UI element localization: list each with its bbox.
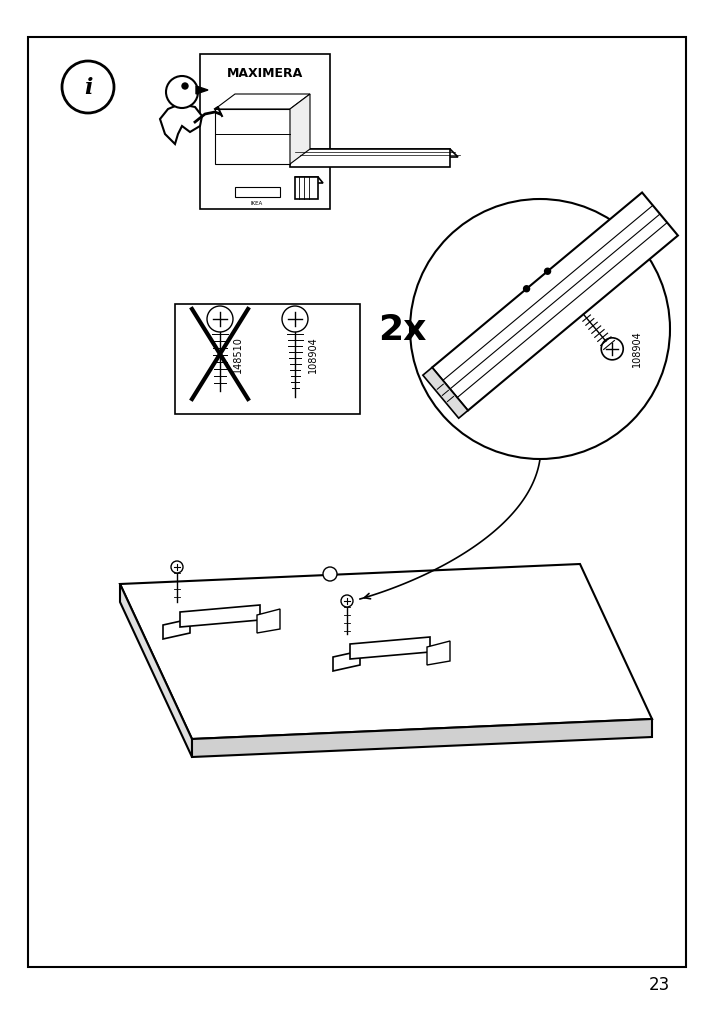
Text: 2x: 2x [378,312,426,347]
Circle shape [62,62,114,114]
Polygon shape [180,606,260,628]
Polygon shape [257,610,280,633]
Polygon shape [192,719,652,757]
Polygon shape [432,193,678,411]
Text: MAXIMERA: MAXIMERA [227,67,303,80]
Polygon shape [427,641,450,665]
Text: 148510: 148510 [233,337,243,373]
Polygon shape [163,620,190,639]
Polygon shape [423,368,468,419]
Polygon shape [290,150,450,168]
Circle shape [171,561,183,573]
Polygon shape [295,178,318,200]
Polygon shape [196,87,208,95]
Text: 108904: 108904 [308,337,318,373]
Text: 23: 23 [649,975,670,993]
Circle shape [341,595,353,608]
Polygon shape [120,584,192,757]
Bar [175,304,360,415]
Polygon shape [295,178,323,184]
Circle shape [282,306,308,333]
Circle shape [410,200,670,460]
Polygon shape [350,637,430,659]
Polygon shape [290,95,310,165]
Circle shape [166,77,198,109]
Circle shape [523,286,530,292]
Bar [235,188,280,198]
Text: 108904: 108904 [632,330,642,366]
Polygon shape [215,95,310,110]
Polygon shape [333,651,360,671]
Text: i: i [84,77,92,99]
Polygon shape [290,150,458,158]
Polygon shape [120,564,652,739]
Text: IKEA: IKEA [251,200,263,205]
Circle shape [182,84,188,90]
Circle shape [545,269,550,275]
Circle shape [601,339,623,361]
Circle shape [207,306,233,333]
Circle shape [323,567,337,581]
Polygon shape [160,105,202,145]
Polygon shape [215,110,290,165]
Bar [200,55,330,210]
